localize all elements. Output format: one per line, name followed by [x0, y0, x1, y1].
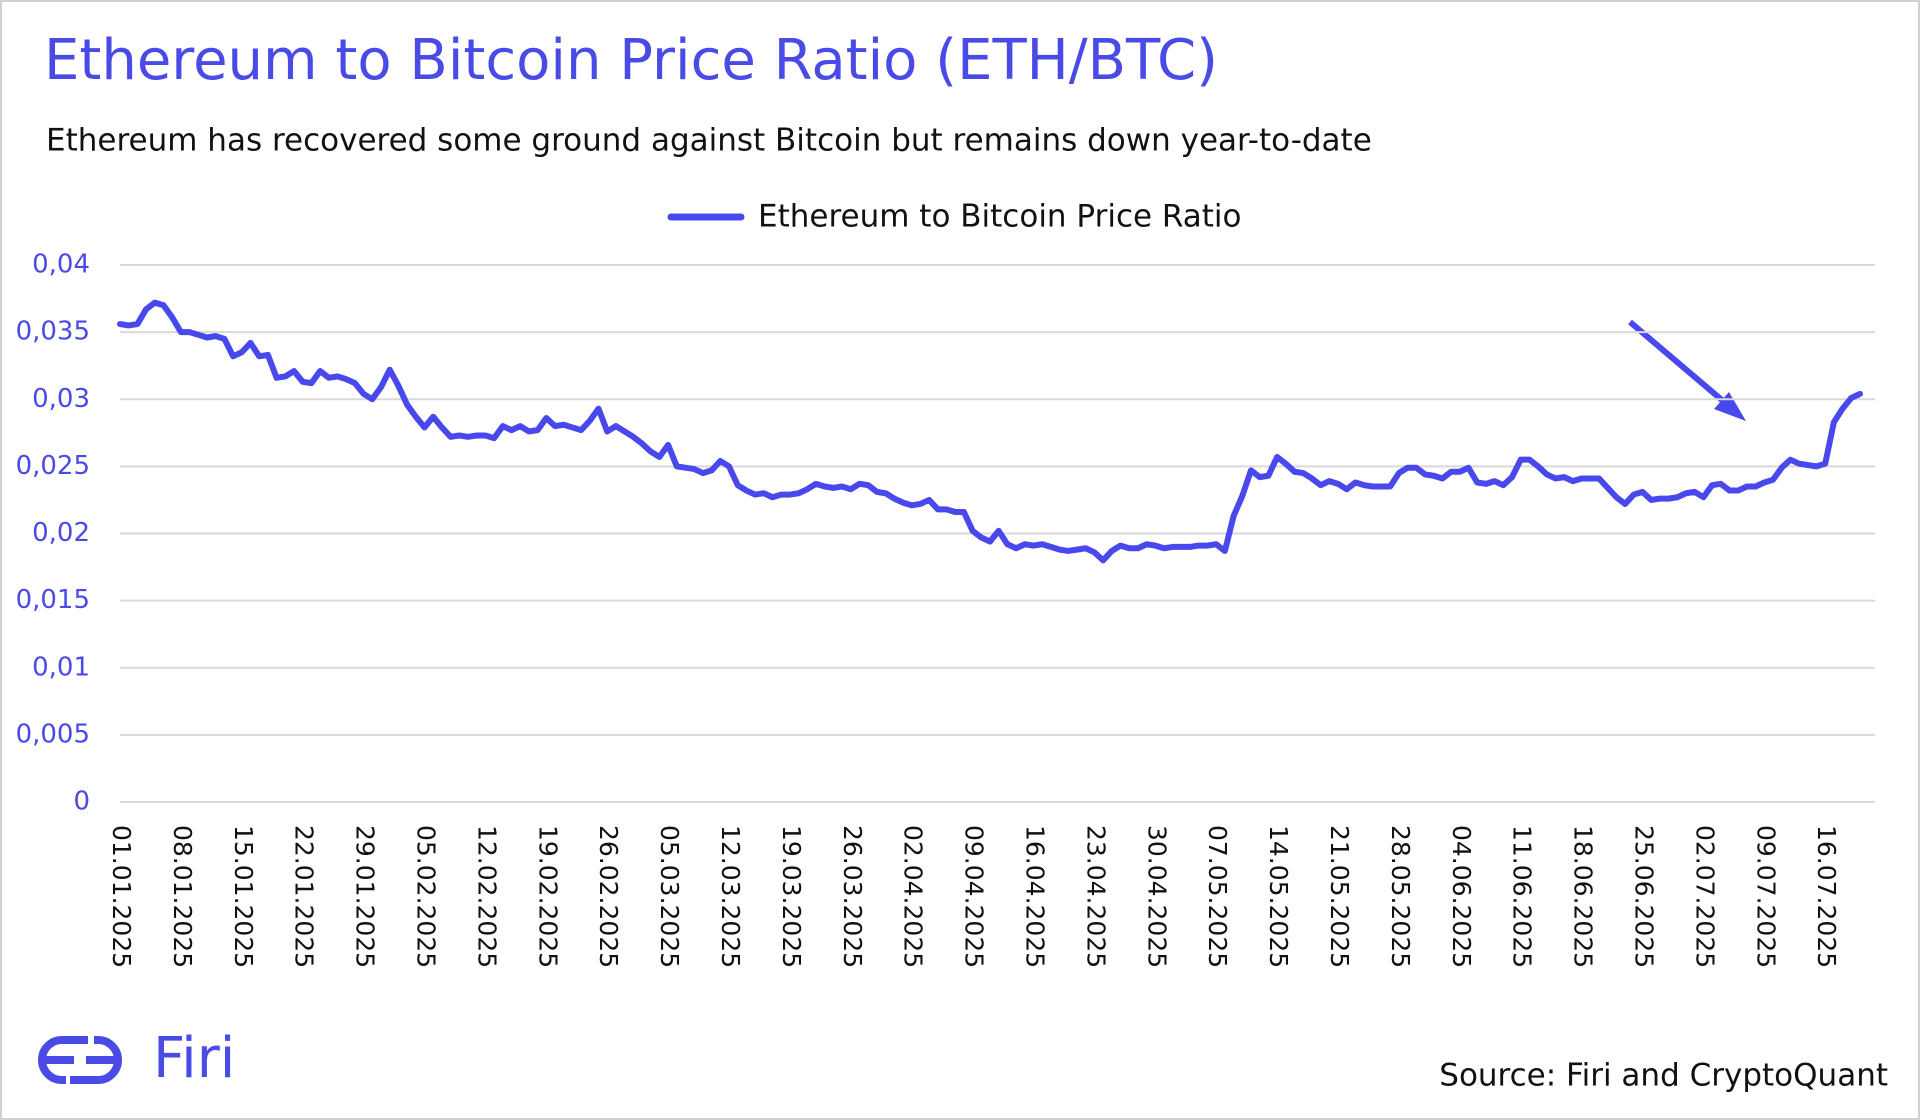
x-tick-label: 25.06.2025 [1630, 825, 1659, 968]
y-tick-label: 0,035 [16, 317, 90, 347]
x-tick-label: 19.02.2025 [533, 825, 562, 968]
x-tick-label: 19.03.2025 [777, 825, 806, 968]
x-tick-label: 09.04.2025 [960, 825, 989, 968]
x-tick-label: 15.01.2025 [229, 825, 258, 968]
legend-label: Ethereum to Bitcoin Price Ratio [758, 199, 1242, 235]
x-tick-label: 11.06.2025 [1508, 825, 1537, 968]
x-tick-label: 22.01.2025 [290, 825, 319, 968]
x-tick-label: 12.02.2025 [472, 825, 501, 968]
chart-subtitle: Ethereum has recovered some ground again… [46, 123, 1372, 159]
x-tick-label: 04.06.2025 [1447, 825, 1476, 968]
x-tick-label: 16.04.2025 [1021, 825, 1050, 968]
x-tick-label: 05.03.2025 [655, 825, 684, 968]
annotation-arrowhead [1714, 392, 1746, 421]
logo-icon [38, 1036, 122, 1084]
logo-shape [70, 1036, 122, 1084]
x-tick-label: 08.01.2025 [168, 825, 197, 968]
x-tick-label: 28.05.2025 [1386, 825, 1415, 968]
x-tick-label: 01.01.2025 [107, 825, 136, 968]
x-tick-label: 21.05.2025 [1325, 825, 1354, 968]
x-tick-label: 30.04.2025 [1142, 825, 1171, 968]
y-tick-label: 0,025 [16, 451, 90, 481]
chart-title: Ethereum to Bitcoin Price Ratio (ETH/BTC… [44, 28, 1218, 93]
x-tick-label: 26.02.2025 [594, 825, 623, 968]
y-tick-label: 0 [73, 787, 90, 817]
x-tick-label: 26.03.2025 [838, 825, 867, 968]
x-tick-label: 23.04.2025 [1081, 825, 1110, 968]
x-tick-label: 16.07.2025 [1812, 825, 1841, 968]
data-line [117, 299, 1863, 564]
x-tick-label: 09.07.2025 [1751, 825, 1780, 968]
x-tick-label: 14.05.2025 [1264, 825, 1293, 968]
logo-shape [38, 1036, 88, 1084]
y-tick-label: 0,015 [16, 585, 90, 615]
y-tick-label: 0,04 [32, 250, 90, 280]
x-tick-label: 29.01.2025 [351, 825, 380, 968]
y-tick-label: 0,02 [32, 518, 90, 548]
y-tick-label: 0,005 [16, 719, 90, 749]
source-note: Source: Firi and CryptoQuant [1439, 1058, 1888, 1094]
y-tick-label: 0,03 [32, 384, 90, 414]
x-tick-label: 12.03.2025 [716, 825, 745, 968]
logo-text: Firi [153, 1026, 235, 1091]
y-tick-label: 0,01 [32, 652, 90, 682]
x-tick-label: 05.02.2025 [412, 825, 441, 968]
x-tick-label: 02.07.2025 [1690, 825, 1719, 968]
x-tick-label: 02.04.2025 [899, 825, 928, 968]
x-tick-label: 07.05.2025 [1203, 825, 1232, 968]
annotation-arrow [1628, 319, 1738, 415]
x-tick-label: 18.06.2025 [1569, 825, 1598, 968]
